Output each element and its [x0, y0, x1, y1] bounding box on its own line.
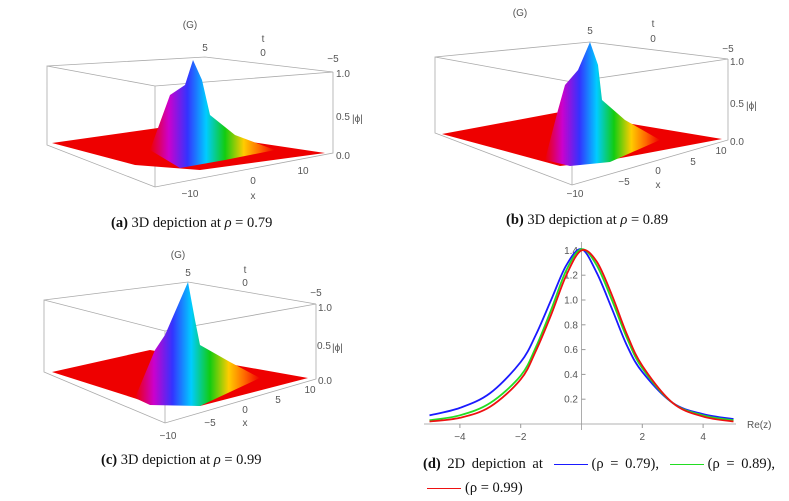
- caption-text: 3D depiction at: [527, 212, 617, 228]
- caption-var: ρ: [620, 212, 628, 228]
- t-tick: −5: [310, 288, 322, 299]
- caption-value: = 0.79: [235, 215, 273, 231]
- caption-text: 2D depiction at: [447, 456, 543, 472]
- legend-entry: (ρ = 0.79),: [591, 456, 659, 472]
- t-tick: 0: [242, 278, 248, 289]
- x-tick: −5: [204, 418, 216, 429]
- legend-entry: (ρ = 0.99): [465, 480, 523, 496]
- x-tick-label: −4: [454, 432, 466, 443]
- x-tick: 10: [297, 166, 309, 177]
- caption-text: 3D depiction at: [131, 215, 221, 231]
- z-tick: 0.0: [318, 376, 332, 387]
- x-tick: 5: [275, 395, 281, 406]
- y-tick-label: 1.4: [564, 246, 578, 257]
- x-tick: −10: [160, 431, 177, 442]
- plot-label: (G): [171, 250, 185, 261]
- y-tick-label: 0.8: [564, 320, 578, 331]
- y-tick-label: 1.2: [564, 271, 578, 282]
- x-tick-label: −2: [515, 432, 527, 443]
- x-tick: 0: [250, 176, 256, 187]
- caption-label: (a): [111, 215, 128, 231]
- t-tick: 0: [650, 34, 656, 45]
- surface-ridge: [150, 60, 275, 168]
- series-line-3: [429, 249, 734, 423]
- z-tick: 0.0: [336, 151, 350, 162]
- x-axis-label: x: [656, 180, 661, 191]
- x-tick: 10: [715, 146, 727, 157]
- x-tick: 0: [655, 166, 661, 177]
- legend-swatch-blue: [553, 464, 588, 466]
- plot-label: (G): [183, 20, 197, 31]
- caption-var: ρ: [213, 452, 221, 468]
- caption-text: 3D depiction at: [120, 452, 211, 468]
- caption-label: (d): [423, 456, 441, 472]
- x-tick-label: 2: [640, 432, 646, 443]
- x-tick: 10: [304, 385, 316, 396]
- caption-d: (d) 2D depiction at (ρ = 0.79), (ρ = 0.8…: [423, 452, 775, 500]
- legend-swatch-green: [669, 464, 704, 466]
- x-axis-label: x: [251, 191, 256, 202]
- caption-b: (b) 3D depiction at ρ = 0.89: [506, 212, 668, 229]
- plot-3d-b: (G) 5 t 0 −5 1.0 0.5 |ϕ| 0.0 10 5 0 x −5…: [434, 8, 757, 200]
- t-tick: 5: [587, 26, 593, 37]
- x-axis-label: Re(z): [747, 420, 771, 431]
- caption-value: = 0.89: [630, 212, 669, 228]
- caption-label: (c): [101, 452, 118, 468]
- y-tick-label: 0.4: [564, 370, 578, 381]
- plot-2d-d: −4 −2 2 4 0.2 0.4 0.6 0.8 1.0 1.2 1.4 Re(z): [424, 242, 771, 443]
- z-axis-label: |ϕ|: [746, 101, 757, 112]
- caption-label: (b): [506, 212, 524, 228]
- z-tick: 0.0: [730, 137, 744, 148]
- x-tick: 0: [242, 405, 248, 416]
- surface-ridge: [135, 282, 260, 406]
- y-tick-label: 1.0: [564, 296, 578, 307]
- t-tick: −5: [722, 44, 734, 55]
- caption-var: ρ: [224, 215, 232, 231]
- z-axis-label: |ϕ|: [352, 114, 363, 125]
- x-tick: 5: [690, 157, 696, 168]
- z-tick: 0.5: [336, 112, 350, 123]
- y-tick-label: 0.6: [564, 345, 578, 356]
- t-tick: 5: [202, 43, 208, 54]
- z-tick: 1.0: [730, 57, 744, 68]
- t-tick: −5: [327, 54, 339, 65]
- t-axis-label: t: [262, 34, 265, 45]
- caption-c: (c) 3D depiction at ρ = 0.99: [101, 452, 262, 469]
- legend-swatch-red: [427, 488, 461, 490]
- y-tick-label: 0.2: [564, 395, 578, 406]
- plot-3d-a: (G) 5 t 0 −5 1.0 0.5 |ϕ| 0.0 10 0 x −10: [46, 20, 363, 202]
- x-tick: −10: [567, 189, 584, 200]
- surface-ridge: [545, 42, 660, 166]
- legend-entry: (ρ = 0.89),: [707, 456, 776, 472]
- x-tick: −5: [618, 177, 630, 188]
- plot-3d-c: (G) 5 t 0 −5 1.0 0.5 |ϕ| 0.0 10 5 0 x −5…: [43, 250, 343, 442]
- x-axis-label: x: [243, 418, 248, 429]
- plot-label: (G): [513, 8, 527, 19]
- z-tick: 1.0: [336, 69, 350, 80]
- t-axis-label: t: [244, 265, 247, 276]
- z-tick: 0.5: [317, 341, 331, 352]
- t-tick: 0: [260, 48, 266, 59]
- z-tick: 0.5: [730, 99, 744, 110]
- caption-value: = 0.99: [224, 452, 262, 468]
- x-tick-label: 4: [700, 432, 706, 443]
- z-tick: 1.0: [318, 303, 332, 314]
- caption-a: (a) 3D depiction at ρ = 0.79: [111, 215, 272, 232]
- t-axis-label: t: [652, 19, 655, 30]
- t-tick: 5: [185, 268, 191, 279]
- z-axis-label: |ϕ|: [332, 343, 343, 354]
- x-tick: −10: [182, 189, 199, 200]
